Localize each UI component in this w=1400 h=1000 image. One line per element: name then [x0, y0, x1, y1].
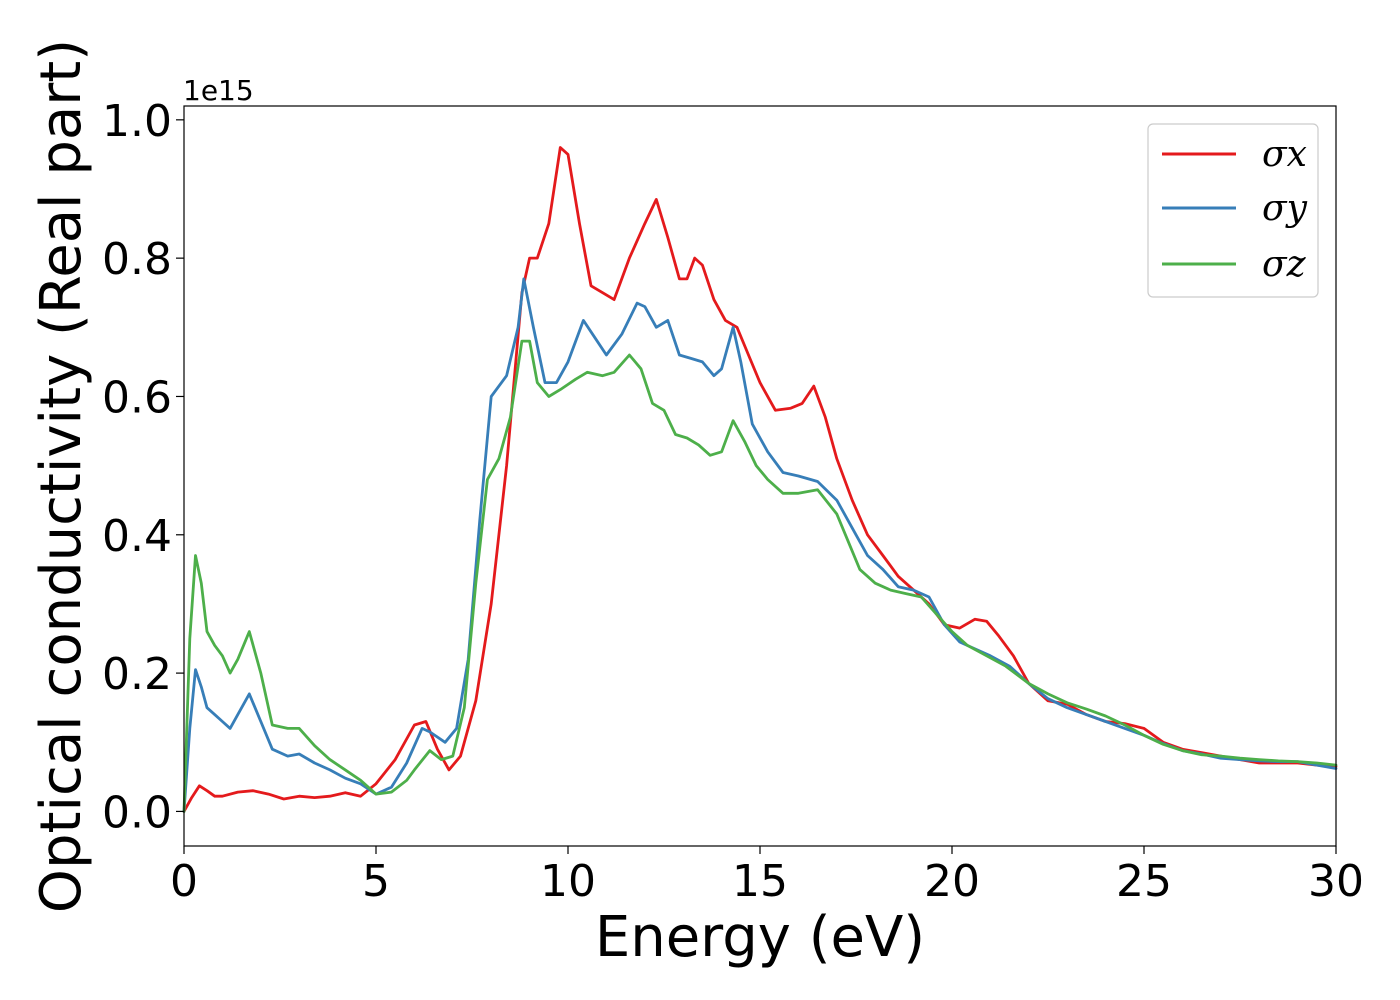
legend-label-sigma-x: σx	[1262, 134, 1307, 175]
y-tick-label: 1.0	[102, 96, 172, 147]
x-tick-label: 25	[1116, 856, 1172, 907]
x-axis-ticks: 0 5 10 15 20 25 30	[170, 846, 1364, 907]
y-axis-ticks: 0.0 0.2 0.4 0.6 0.8 1.0	[102, 96, 184, 838]
series-line-sigma-z	[182, 339, 1338, 813]
x-tick-label: 20	[924, 856, 980, 907]
legend-box	[1147, 123, 1319, 298]
y-axis-offset-label: 1e15	[183, 74, 254, 107]
series-layer	[182, 146, 1338, 813]
x-tick-label: 10	[540, 856, 596, 907]
y-tick-label: 0.8	[102, 234, 172, 285]
series-line-sigma-x	[182, 146, 1338, 813]
x-tick-label: 15	[732, 856, 788, 907]
y-tick-label: 0.6	[102, 372, 172, 423]
series-line-sigma-y	[182, 277, 1338, 813]
x-axis-label: Energy (eV)	[595, 905, 925, 970]
y-tick-label: 0.4	[102, 511, 172, 562]
x-tick-label: 5	[362, 856, 390, 907]
legend-label-sigma-y: σy	[1262, 188, 1308, 229]
y-tick-label: 0.2	[102, 649, 172, 700]
y-axis-label: Optical conductivity (Real part)	[29, 39, 94, 913]
legend: σx σy σz	[1147, 123, 1319, 298]
x-tick-label: 30	[1308, 856, 1364, 907]
x-tick-label: 0	[170, 856, 198, 907]
y-tick-label: 0.0	[102, 787, 172, 838]
legend-label-sigma-z: σz	[1262, 244, 1307, 285]
